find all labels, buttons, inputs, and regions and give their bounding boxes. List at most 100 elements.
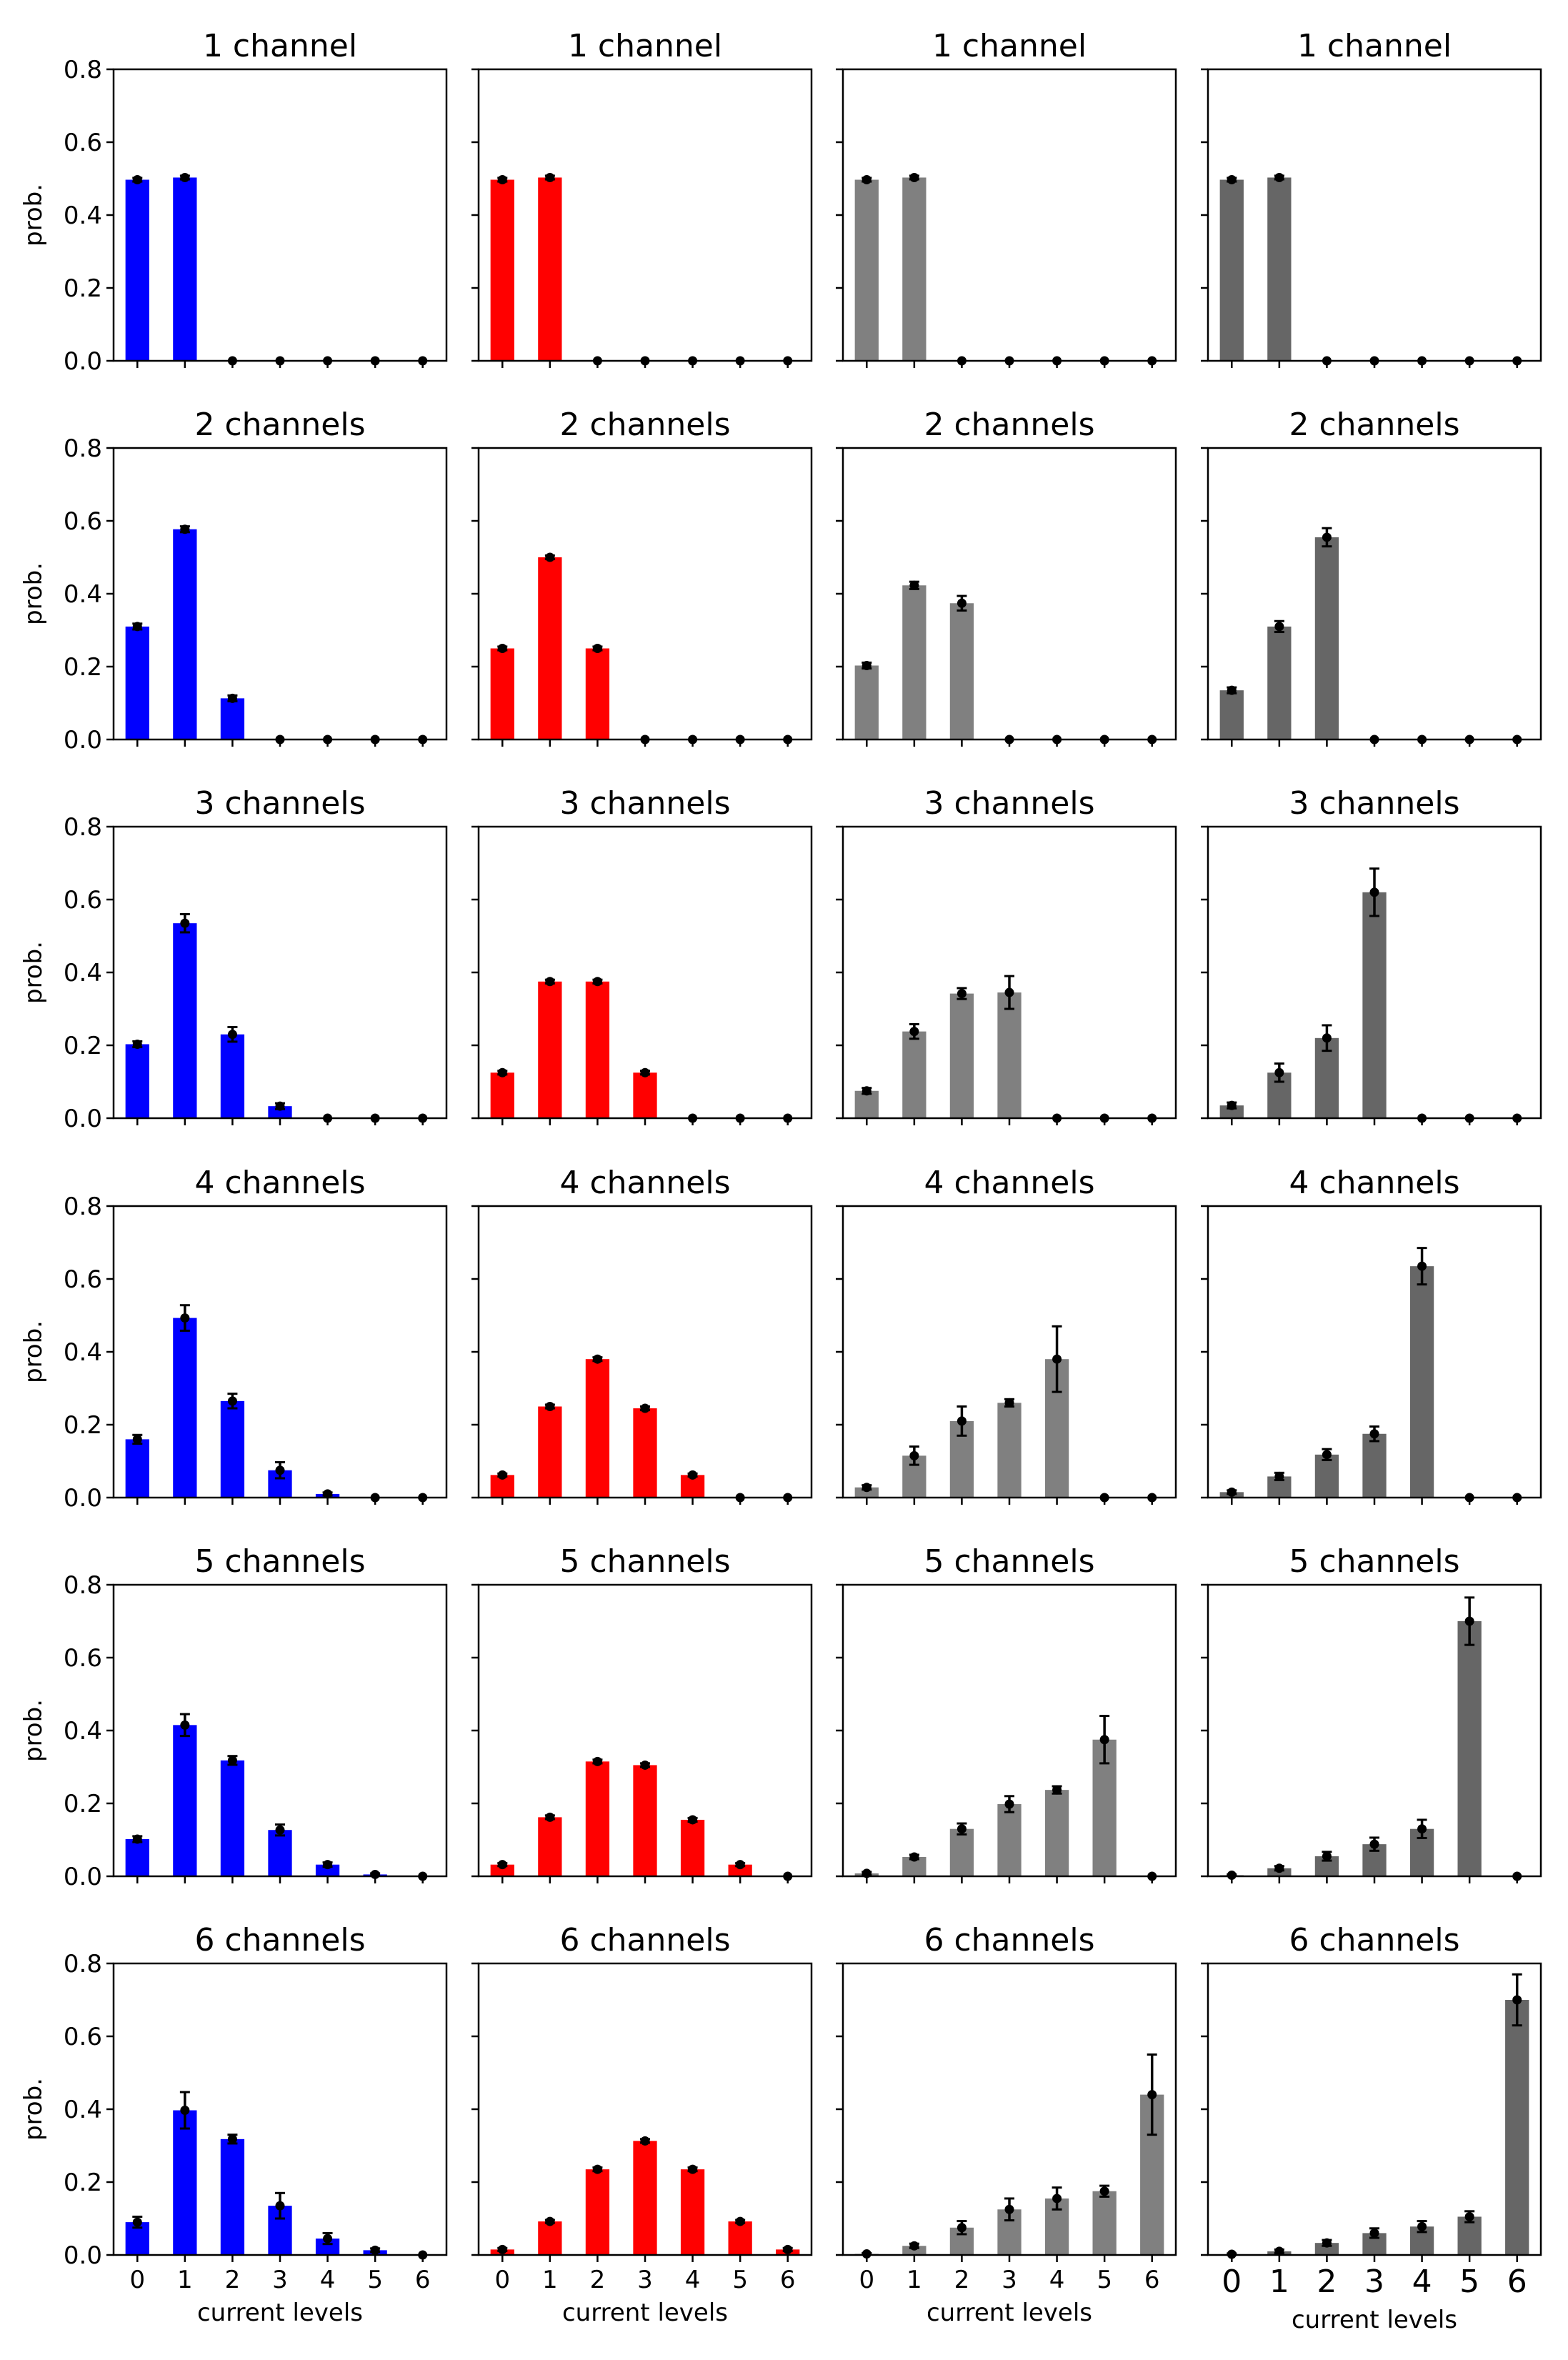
bar bbox=[585, 1359, 610, 1498]
bar bbox=[538, 1406, 562, 1498]
bar bbox=[173, 177, 197, 361]
panel-title: 2 channels bbox=[194, 407, 365, 443]
data-point bbox=[957, 1824, 967, 1834]
data-point bbox=[180, 2106, 190, 2116]
x-tick-label: 4 bbox=[1049, 2266, 1065, 2294]
x-tick-label: 2 bbox=[590, 2266, 606, 2294]
panel-title: 5 channels bbox=[924, 1543, 1094, 1580]
data-point bbox=[1004, 987, 1014, 997]
bar bbox=[125, 626, 149, 740]
data-point bbox=[592, 977, 602, 987]
panel-r3-c3: 4 channels bbox=[1201, 1165, 1542, 1505]
panel-title: 3 channels bbox=[194, 785, 365, 822]
bar bbox=[538, 177, 562, 361]
bar bbox=[949, 603, 974, 740]
data-point bbox=[1227, 175, 1237, 185]
y-tick-label: 0.4 bbox=[64, 2096, 102, 2124]
data-point bbox=[688, 1815, 698, 1825]
x-tick-label: 0 bbox=[129, 2266, 145, 2294]
panel-r1-c2: 2 channels bbox=[836, 407, 1177, 747]
axes-frame bbox=[842, 68, 1177, 362]
bar bbox=[125, 1439, 149, 1498]
x-tick-label: 4 bbox=[320, 2266, 336, 2294]
panel-r1-c3: 2 channels bbox=[1201, 407, 1542, 747]
data-point bbox=[688, 1470, 698, 1480]
data-point bbox=[1464, 1616, 1474, 1626]
data-point bbox=[735, 1860, 745, 1870]
panel-r2-c2: 3 channels bbox=[836, 785, 1177, 1125]
panel-title: 1 channel bbox=[568, 28, 722, 64]
x-axis-label: current levels bbox=[197, 2299, 363, 2327]
data-point bbox=[132, 175, 142, 185]
data-point bbox=[1227, 1100, 1237, 1110]
data-point bbox=[957, 598, 967, 608]
panel-title: 3 channels bbox=[924, 785, 1094, 822]
bar bbox=[585, 648, 610, 740]
bar bbox=[902, 177, 927, 361]
axes-frame bbox=[477, 447, 813, 741]
panel-title: 1 channel bbox=[203, 28, 357, 64]
bar bbox=[854, 665, 879, 740]
data-point bbox=[370, 2245, 380, 2255]
data-point bbox=[227, 1396, 237, 1406]
data-point bbox=[275, 2201, 285, 2211]
data-point bbox=[862, 2249, 872, 2259]
y-tick-label: 0.4 bbox=[64, 959, 102, 987]
y-tick-label: 0.8 bbox=[64, 1193, 102, 1221]
x-tick-label: 2 bbox=[225, 2266, 241, 2294]
x-axis-label: current levels bbox=[562, 2299, 728, 2327]
bar bbox=[173, 1725, 197, 1876]
data-point bbox=[1227, 1487, 1237, 1497]
panel-r4-c3: 5 channels bbox=[1201, 1543, 1542, 1883]
x-tick-label: 2 bbox=[954, 2266, 970, 2294]
panel-r0-c0: 1 channel 0.0 0.2 0.4 0.6 0.8 prob. bbox=[19, 28, 448, 376]
y-tick-label: 0.6 bbox=[64, 507, 102, 536]
panel-r2-c1: 3 channels bbox=[471, 785, 813, 1125]
bar bbox=[1219, 1105, 1244, 1118]
y-tick-label: 0.6 bbox=[64, 886, 102, 915]
data-point bbox=[862, 175, 872, 185]
data-point bbox=[132, 1834, 142, 1844]
x-tick-label: 6 bbox=[415, 2266, 431, 2294]
bar bbox=[854, 179, 879, 361]
data-point bbox=[688, 2164, 698, 2174]
axes-frame bbox=[112, 1205, 448, 1499]
bar bbox=[633, 2141, 657, 2255]
panel-title: 4 channels bbox=[559, 1165, 730, 1201]
bar bbox=[125, 1044, 149, 1118]
panel-title: 2 channels bbox=[924, 407, 1094, 443]
bar bbox=[633, 1072, 657, 1118]
data-point bbox=[1322, 1851, 1332, 1861]
bar bbox=[1362, 892, 1387, 1118]
bar bbox=[268, 1106, 292, 1118]
y-tick-label: 0.6 bbox=[64, 1265, 102, 1294]
data-point bbox=[1004, 1398, 1014, 1408]
panel-r5-c0: 6 channels 0.0 0.2 0.4 0.6 0.8 0 1 2 3 4 5 6 prob. cur… bbox=[19, 1922, 448, 2327]
bar bbox=[585, 1761, 610, 1876]
data-point bbox=[1227, 1870, 1237, 1880]
data-point bbox=[545, 2216, 555, 2226]
x-tick-label: 6 bbox=[780, 2266, 796, 2294]
bar bbox=[315, 2239, 340, 2255]
panel-r4-c0: 5 channels 0.0 0.2 0.4 0.6 0.8 prob. bbox=[19, 1543, 448, 1891]
x-tick-label: 3 bbox=[272, 2266, 288, 2294]
data-point bbox=[497, 1067, 507, 1077]
bar bbox=[1092, 2191, 1117, 2255]
data-point bbox=[1322, 532, 1332, 542]
data-point bbox=[1052, 1785, 1062, 1795]
y-tick-label: 0.0 bbox=[64, 1105, 102, 1133]
y-tick-label: 0.2 bbox=[64, 653, 102, 682]
data-point bbox=[323, 2234, 333, 2244]
data-point bbox=[1274, 1067, 1284, 1077]
data-point bbox=[1417, 1824, 1427, 1834]
panel-r1-c1: 2 channels bbox=[471, 407, 813, 747]
bar bbox=[902, 1031, 927, 1118]
y-tick-label: 0.4 bbox=[64, 1338, 102, 1367]
x-tick-label: 1 bbox=[177, 2266, 193, 2294]
data-point bbox=[1417, 2221, 1427, 2231]
axes-frame bbox=[1207, 1583, 1542, 1878]
bar bbox=[1314, 2243, 1339, 2255]
y-axis-label: prob. bbox=[19, 2078, 48, 2141]
panel-r3-c0: 4 channels 0.0 0.2 0.4 0.6 0.8 prob. bbox=[19, 1165, 448, 1513]
data-point bbox=[497, 644, 507, 653]
